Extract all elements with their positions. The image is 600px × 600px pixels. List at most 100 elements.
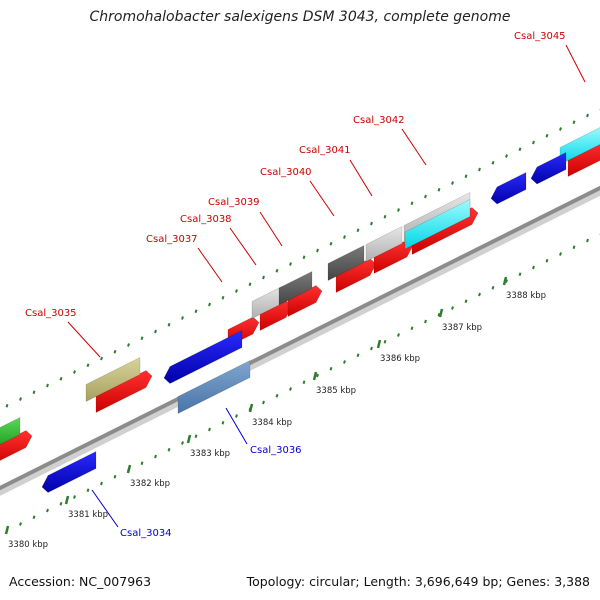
tick-dot bbox=[356, 228, 360, 233]
tick-dot bbox=[370, 221, 373, 226]
gene-leader-line bbox=[91, 489, 119, 528]
gene-feature-green bbox=[0, 417, 21, 445]
tick-dot bbox=[451, 181, 454, 185]
gene-feature-csal-3035 bbox=[85, 357, 141, 402]
gene-leader-line bbox=[565, 44, 586, 83]
tick-dot bbox=[167, 322, 171, 327]
tick-dot bbox=[140, 461, 144, 466]
tick-dot bbox=[194, 309, 198, 314]
kbp-tick-mark bbox=[248, 403, 254, 413]
kbp-tick-label: 3386 kbp bbox=[380, 354, 420, 364]
tick-dot bbox=[235, 414, 238, 418]
tick-dot bbox=[154, 454, 157, 459]
kbp-tick-mark bbox=[126, 464, 132, 474]
tick-dot bbox=[316, 248, 319, 253]
tick-dot bbox=[208, 302, 211, 307]
tick-dot bbox=[343, 360, 346, 364]
tick-dot bbox=[275, 393, 279, 398]
tick-dot bbox=[167, 447, 171, 452]
tick-dot bbox=[518, 272, 522, 277]
tick-dot bbox=[235, 289, 238, 293]
tick-dot bbox=[302, 380, 306, 385]
tick-dot bbox=[302, 255, 306, 260]
gene-leader-line bbox=[225, 407, 248, 445]
tick-dot bbox=[248, 282, 252, 287]
tick-dot bbox=[572, 120, 576, 125]
genome-summary: Topology: circular; Length: 3,696,649 bp… bbox=[246, 574, 590, 589]
gene-label: Csal_3041 bbox=[299, 145, 351, 156]
tick-dot bbox=[451, 306, 454, 310]
tick-dot bbox=[127, 343, 130, 347]
tick-dot bbox=[100, 356, 103, 361]
tick-dot bbox=[32, 390, 36, 395]
backbone-shadow bbox=[0, 188, 600, 496]
tick-dot bbox=[194, 434, 198, 439]
gene-label: Csal_3037 bbox=[146, 234, 198, 245]
kbp-tick-mark bbox=[4, 525, 10, 535]
tick-dot bbox=[505, 279, 508, 283]
kbp-tick-label: 3382 kbp bbox=[130, 479, 170, 489]
tick-dot bbox=[316, 373, 319, 378]
cds-forward-feature bbox=[335, 258, 377, 293]
kbp-tick-label: 3383 kbp bbox=[190, 449, 230, 459]
tick-dot bbox=[46, 508, 49, 513]
kbp-tick-mark bbox=[186, 434, 192, 444]
kbp-tick-label: 3387 kbp bbox=[442, 323, 482, 333]
gene-label: Csal_3036 bbox=[250, 445, 302, 456]
tick-dot bbox=[505, 154, 508, 158]
cds-reverse-feature bbox=[163, 330, 243, 384]
tick-dot bbox=[478, 167, 481, 172]
tick-dot bbox=[383, 339, 387, 344]
tick-dot bbox=[113, 349, 117, 354]
kbp-tick-label: 3385 kbp bbox=[316, 386, 356, 396]
tick-dot bbox=[289, 262, 292, 266]
tick-dot bbox=[397, 333, 400, 337]
accession-text: Accession: NC_007963 bbox=[9, 574, 152, 589]
gene-label: Csal_3034 bbox=[120, 528, 172, 539]
tick-dot bbox=[424, 194, 427, 199]
tick-dot bbox=[59, 376, 63, 381]
tick-dot bbox=[572, 245, 576, 250]
tick-dot bbox=[545, 258, 549, 263]
cds-reverse-feature bbox=[490, 172, 527, 205]
gene-label: Csal_3045 bbox=[514, 31, 566, 42]
kbp-tick-mark bbox=[438, 308, 444, 318]
gene-feature-csal-3036 bbox=[177, 360, 251, 414]
gene-feature-csal-3040 bbox=[327, 245, 365, 281]
kbp-tick-label: 3388 kbp bbox=[506, 291, 546, 301]
tick-dot bbox=[343, 235, 346, 239]
kbp-tick-mark bbox=[502, 276, 508, 286]
tick-dot bbox=[586, 113, 589, 118]
kbp-tick-label: 3384 kbp bbox=[252, 418, 292, 428]
tick-dot bbox=[532, 140, 535, 145]
tick-dot bbox=[73, 495, 76, 499]
tick-dot bbox=[262, 275, 265, 280]
cds-reverse-feature bbox=[530, 152, 567, 185]
tick-dot bbox=[545, 133, 549, 138]
tick-dot bbox=[208, 427, 211, 432]
kbp-tick-mark bbox=[312, 371, 318, 381]
tick-dot bbox=[464, 174, 468, 179]
tick-dot bbox=[397, 208, 400, 212]
tick-dot bbox=[491, 285, 495, 290]
tick-dot bbox=[424, 319, 427, 324]
tick-dot bbox=[437, 312, 441, 317]
tick-dot bbox=[86, 363, 90, 368]
tick-dot bbox=[181, 316, 184, 320]
tick-dot bbox=[464, 299, 468, 304]
tick-dot bbox=[46, 383, 49, 388]
tick-dot bbox=[59, 501, 63, 506]
tick-dot bbox=[86, 488, 90, 493]
inner-tick-track bbox=[5, 233, 600, 533]
tick-dot bbox=[491, 160, 495, 165]
gene-feature-cyan bbox=[404, 199, 471, 250]
tick-dot bbox=[73, 370, 76, 374]
tick-dot bbox=[559, 252, 562, 256]
tick-dot bbox=[5, 403, 9, 408]
tick-dot bbox=[559, 127, 562, 131]
tick-dot bbox=[329, 366, 333, 371]
gene-feature-csal-3039 bbox=[278, 271, 313, 306]
outer-tick-track bbox=[5, 108, 600, 408]
tick-dot bbox=[154, 329, 157, 334]
tick-dot bbox=[275, 268, 279, 273]
